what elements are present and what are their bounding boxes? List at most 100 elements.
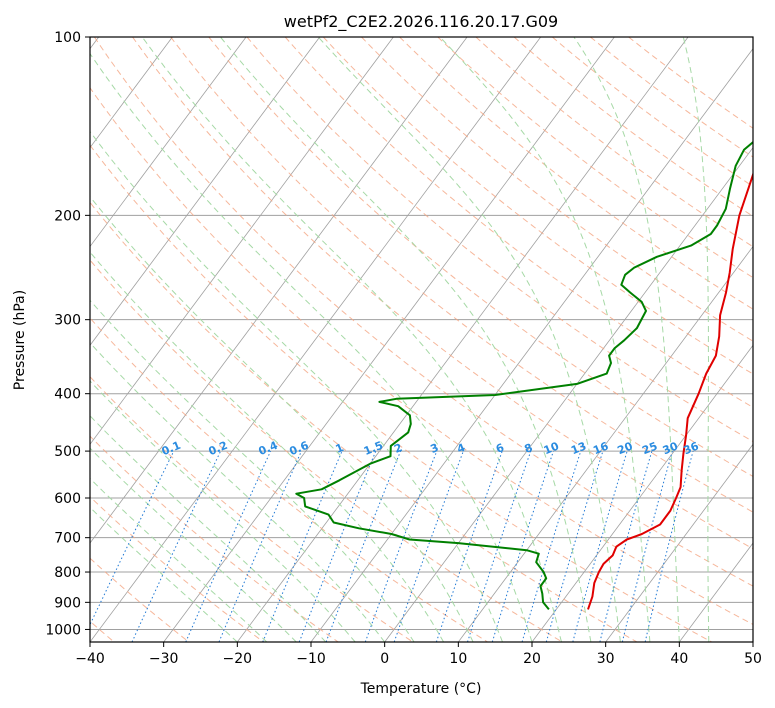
isotherm-line: [90, 37, 542, 642]
y-tick-label: 1000: [45, 622, 81, 638]
mixing-ratio-line: [185, 450, 272, 642]
mixing-ratio-line: [599, 450, 653, 642]
x-tick-label: −40: [75, 651, 105, 667]
dry-adiabat-line: [132, 37, 753, 550]
dry-adiabat-line: [361, 37, 753, 342]
dry-adiabat-line: [437, 37, 753, 279]
mixing-ratio-label: 1: [334, 441, 346, 456]
x-axis: −40 −30 −20 −10 0 10 20 30 40 50: [75, 642, 762, 667]
moist-adiabat-line: [573, 37, 680, 642]
dry-adiabat-line: [90, 259, 563, 642]
x-tick-label: 20: [523, 651, 541, 667]
mixing-ratio-line: [262, 450, 343, 642]
dry-adiabat-line: [322, 37, 753, 375]
moist-adiabat-line: [317, 37, 621, 642]
y-tick-label: 600: [54, 491, 81, 507]
dry-adiabat-line: [90, 496, 264, 642]
y-tick-label: 800: [54, 565, 81, 581]
isotherm-line: [457, 245, 753, 642]
dry-adiabat-line: [93, 37, 753, 587]
dry-adiabat-line: [399, 37, 753, 310]
sounding-series: [295, 140, 753, 611]
y-tick-label: 300: [54, 313, 81, 329]
mixing-ratio-line: [644, 450, 694, 642]
mixing-ratio-line: [491, 450, 554, 642]
moist-adiabat-line: [90, 251, 445, 642]
moist-adiabat-line: [220, 37, 592, 642]
moist-adiabat-line: [439, 37, 651, 642]
x-tick-label: 30: [597, 651, 615, 667]
dry-adiabat-line: [90, 376, 414, 642]
mixing-ratio-line: [298, 450, 377, 642]
x-tick-label: 10: [449, 651, 467, 667]
x-tick-label: −30: [149, 651, 179, 667]
isotherm-line: [90, 37, 173, 149]
isotherm-line: [90, 37, 247, 248]
isotherm-line: [236, 37, 689, 642]
moist-adiabat-line: [90, 380, 356, 642]
dry-adiabat-line: [208, 37, 753, 478]
isotherm-line: [310, 48, 753, 642]
x-tick-label: 0: [380, 651, 389, 667]
y-tick-label: 200: [54, 208, 81, 224]
isotherm-line: [90, 37, 321, 347]
y-axis-label: Pressure (hPa): [12, 290, 28, 390]
isotherm-line: [384, 146, 753, 642]
plot-frame: [89, 36, 754, 643]
mixing-ratio-label: 25: [640, 440, 659, 458]
chart-title: wetPf2_C2E2.2026.116.20.17.G09: [284, 12, 558, 32]
x-tick-label: −10: [296, 651, 326, 667]
dewpoint-line: [295, 140, 753, 611]
dry-adiabat-line: [170, 37, 753, 513]
mixing-ratio-label: 30: [661, 439, 680, 457]
moist-adiabat-line: [90, 415, 327, 642]
isotherm-line: [752, 641, 753, 642]
moist-adiabat-line: [90, 506, 238, 642]
moist-adiabat-line: [90, 342, 386, 642]
y-tick-label: 100: [54, 30, 81, 46]
x-tick-label: 50: [744, 651, 762, 667]
background-lines: [90, 37, 753, 642]
mixing-ratio-line: [393, 450, 464, 642]
isotherm-line: [90, 37, 394, 445]
mixing-ratio-line: [621, 450, 673, 642]
y-tick-label: 500: [54, 444, 81, 460]
isotherm-line: [531, 344, 753, 642]
moist-adiabat-line: [90, 130, 503, 642]
x-axis-label: Temperature (°C): [360, 681, 482, 697]
mixing-ratio-label: 13: [569, 440, 588, 458]
mixing-ratio-line: [545, 450, 604, 642]
moist-adiabat-line: [141, 37, 562, 642]
y-axis: 100 200 300 400 500 600 700 800 900 1000: [45, 30, 90, 638]
y-tick-label: 700: [54, 531, 81, 547]
dry-adiabat-line: [90, 144, 712, 642]
x-tick-label: 40: [670, 651, 688, 667]
mixing-ratio-line: [325, 450, 402, 642]
mixing-ratio-line: [572, 450, 628, 642]
dry-adiabat-line: [284, 37, 753, 408]
dry-adiabat-line: [90, 201, 638, 642]
x-tick-label: −20: [223, 651, 253, 667]
mixing-ratio-line: [364, 450, 438, 642]
mixing-ratio-label: 36: [682, 439, 701, 457]
temperature-line: [587, 171, 753, 610]
plot-border: [89, 36, 754, 643]
dry-adiabat-line: [551, 37, 753, 188]
mixing-ratio-line: [521, 450, 582, 642]
mixing-ratio-label: 3: [428, 441, 440, 456]
mixing-ratio-label: 20: [616, 439, 635, 457]
mixing-ratio-line: [435, 450, 503, 642]
mixing-ratio-label: 8: [523, 441, 535, 456]
mixing-ratio-line: [467, 450, 532, 642]
isotherm-line: [605, 443, 753, 642]
y-tick-label: 900: [54, 595, 81, 611]
moist-adiabat-line: [682, 37, 710, 642]
dry-adiabat-line: [513, 37, 753, 217]
plot-area: [90, 37, 753, 642]
isotherm-line: [163, 37, 615, 642]
mixing-ratio-line: [218, 450, 302, 642]
y-tick-label: 400: [54, 387, 81, 403]
mixing-ratio-label: 16: [591, 439, 610, 457]
isotherm-line: [90, 37, 468, 544]
